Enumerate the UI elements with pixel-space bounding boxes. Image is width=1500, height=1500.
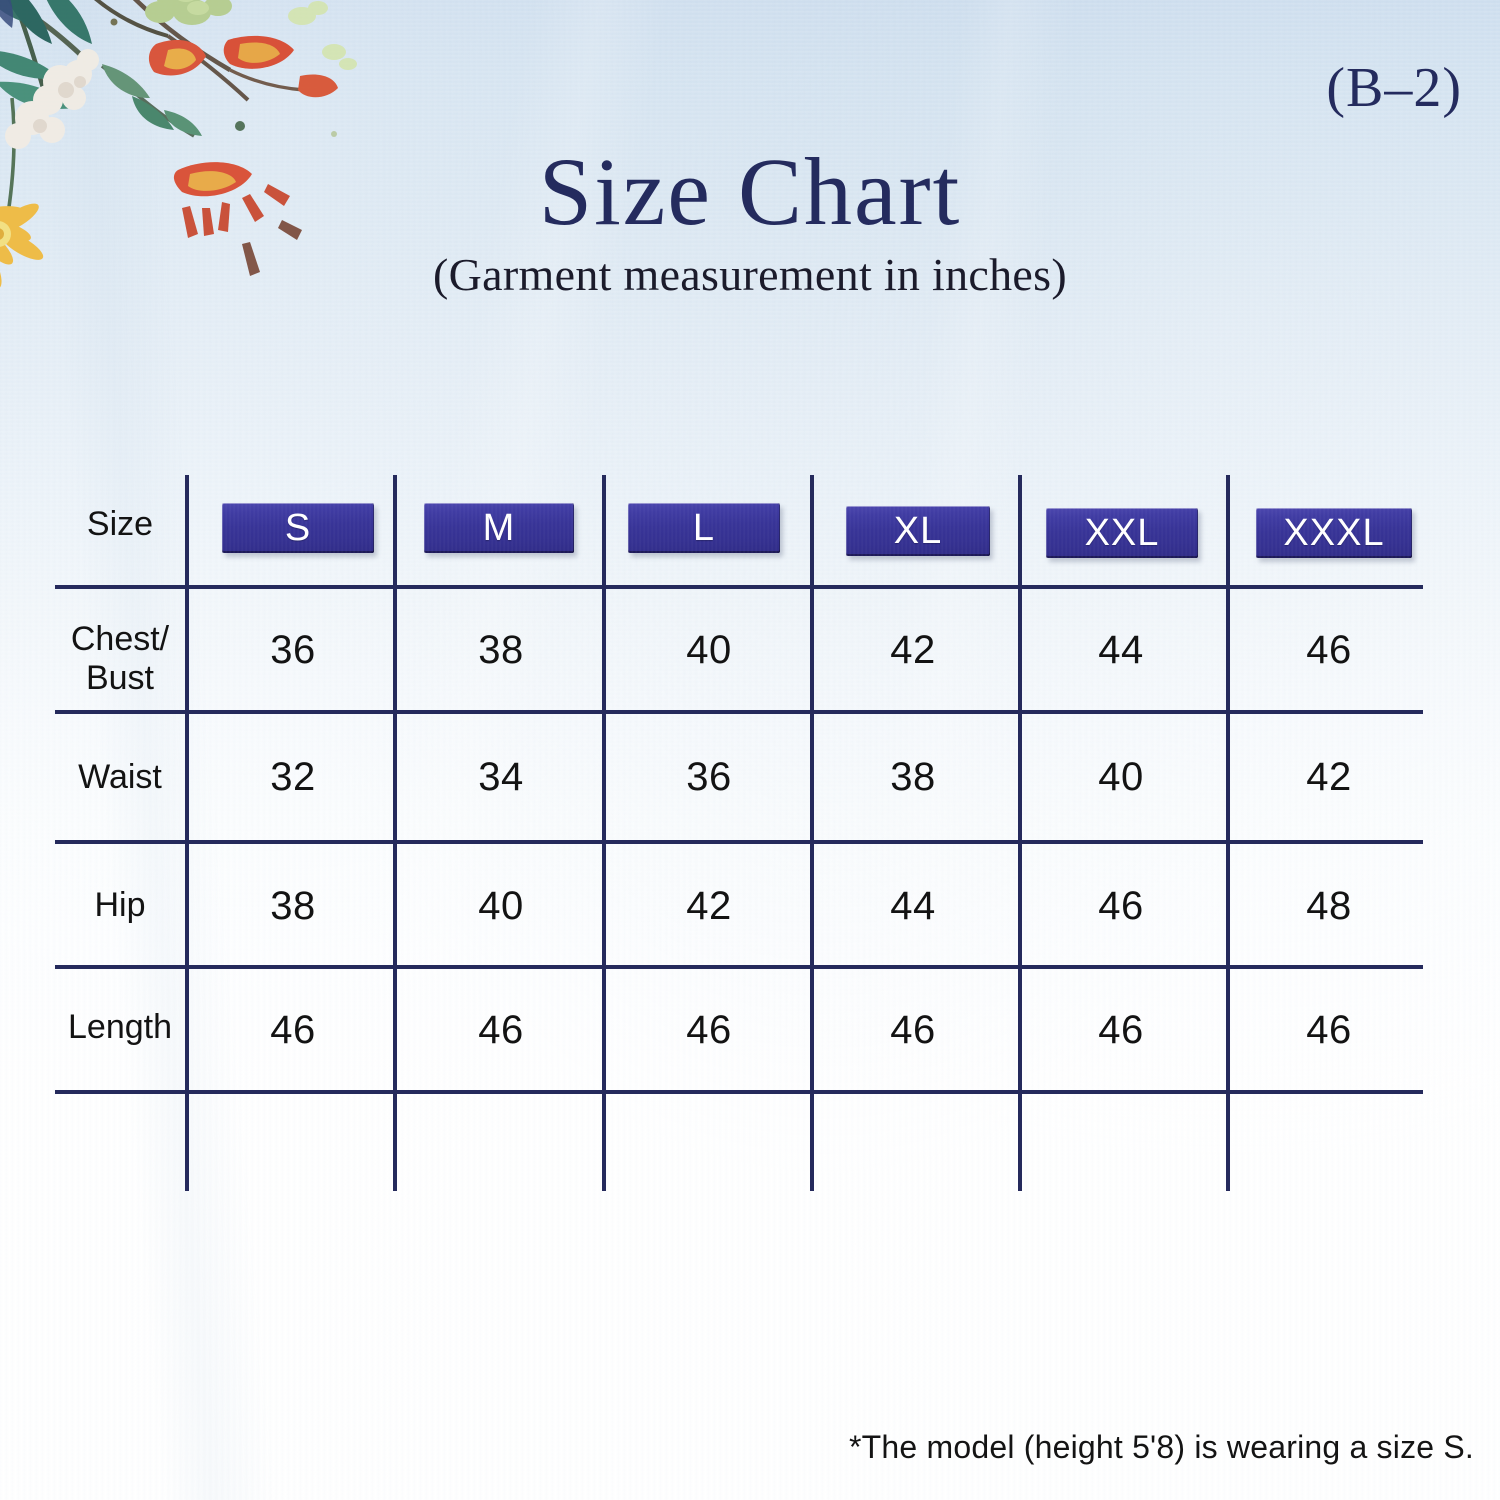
table-cell: 46 xyxy=(1098,884,1144,928)
table-cell: 44 xyxy=(1098,628,1144,672)
table-cell: 42 xyxy=(686,884,732,928)
table-cell: 46 xyxy=(890,1008,936,1052)
table-cell: 46 xyxy=(270,1008,316,1052)
table-horizontal-line xyxy=(55,710,1423,714)
size-badge-xxl[interactable]: XXL xyxy=(1046,508,1198,558)
row-label-length: Length xyxy=(68,1008,172,1046)
table-cell: 38 xyxy=(270,884,316,928)
table-vertical-line xyxy=(1226,475,1230,1191)
table-cell: 38 xyxy=(478,628,524,672)
table-horizontal-line xyxy=(55,585,1423,589)
table-horizontal-line xyxy=(55,965,1423,969)
table-vertical-line xyxy=(393,475,397,1191)
size-badge-l[interactable]: L xyxy=(628,503,780,553)
table-cell: 38 xyxy=(890,755,936,799)
table-corner-header: Size xyxy=(86,505,154,543)
size-badge-label: M xyxy=(482,506,516,549)
model-size-footnote: *The model (height 5'8) is wearing a siz… xyxy=(849,1429,1474,1465)
row-label-hip: Hip xyxy=(94,886,146,924)
table-vertical-line xyxy=(810,475,814,1191)
size-badge-label: XL xyxy=(893,509,943,552)
size-badge-label: XXXL xyxy=(1283,511,1385,554)
table-vertical-line xyxy=(602,475,606,1191)
size-badge-m[interactable]: M xyxy=(424,503,574,553)
table-vertical-line xyxy=(1018,475,1022,1191)
table-cell: 34 xyxy=(478,755,524,799)
row-label-waist: Waist xyxy=(78,758,162,796)
table-cell: 44 xyxy=(890,884,936,928)
table-cell: 42 xyxy=(1306,755,1352,799)
table-vertical-line xyxy=(185,475,189,1191)
table-cell: 40 xyxy=(686,628,732,672)
size-badge-label: S xyxy=(284,506,312,549)
table-horizontal-line xyxy=(55,840,1423,844)
size-badge-xxxl[interactable]: XXXL xyxy=(1256,508,1412,558)
table-cell: 46 xyxy=(686,1008,732,1052)
table-cell: 36 xyxy=(686,755,732,799)
size-badge-s[interactable]: S xyxy=(222,503,374,553)
size-badge-label: L xyxy=(692,506,716,549)
table-cell: 40 xyxy=(478,884,524,928)
table-cell: 46 xyxy=(1098,1008,1144,1052)
table-cell: 42 xyxy=(890,628,936,672)
table-cell: 32 xyxy=(270,755,316,799)
table-horizontal-line xyxy=(55,1090,1423,1094)
table-cell: 46 xyxy=(1306,628,1352,672)
table-cell: 48 xyxy=(1306,884,1352,928)
page-title: Size Chart xyxy=(538,138,962,245)
table-cell: 36 xyxy=(270,628,316,672)
table-cell: 46 xyxy=(1306,1008,1352,1052)
chart-code-label: (B–2) xyxy=(1326,57,1462,119)
table-cell: 40 xyxy=(1098,755,1144,799)
size-badge-label: XXL xyxy=(1084,511,1160,554)
row-label-chest-bust: Chest/ Bust xyxy=(70,620,170,698)
table-cell: 46 xyxy=(478,1008,524,1052)
page-subtitle: (Garment measurement in inches) xyxy=(433,249,1067,300)
size-badge-xl[interactable]: XL xyxy=(846,506,990,556)
